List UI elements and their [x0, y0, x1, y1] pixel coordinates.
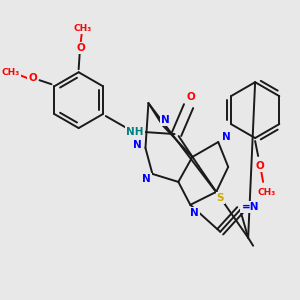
- Text: N: N: [161, 115, 170, 125]
- Text: O: O: [28, 73, 37, 83]
- Text: N: N: [142, 174, 151, 184]
- Text: N: N: [133, 140, 142, 150]
- Text: O: O: [186, 92, 195, 102]
- Text: O: O: [76, 43, 85, 53]
- Text: O: O: [256, 161, 265, 171]
- Text: CH₃: CH₃: [2, 68, 20, 77]
- Text: =N: =N: [242, 202, 259, 212]
- Text: N: N: [222, 132, 231, 142]
- Text: S: S: [217, 193, 224, 203]
- Text: CH₃: CH₃: [258, 188, 276, 197]
- Text: NH: NH: [126, 127, 143, 137]
- Text: CH₃: CH₃: [74, 24, 92, 33]
- Text: N: N: [190, 208, 199, 218]
